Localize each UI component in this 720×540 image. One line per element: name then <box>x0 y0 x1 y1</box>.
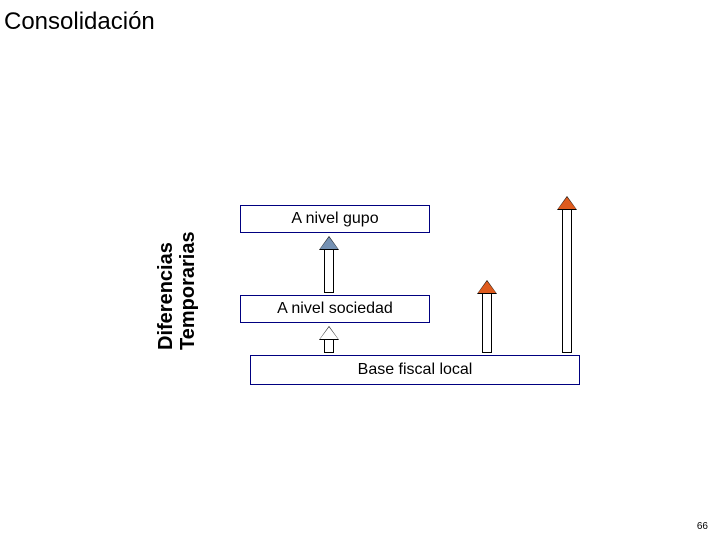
box-society-level: A nivel sociedad <box>240 295 430 323</box>
up-arrow-1 <box>320 327 338 353</box>
box-society-label: A nivel sociedad <box>277 300 393 318</box>
arrow-head-icon <box>320 237 338 249</box>
up-arrow-0 <box>320 237 338 293</box>
arrow-head-icon <box>320 327 338 339</box>
arrow-shaft <box>562 209 572 353</box>
box-fiscal-base: Base fiscal local <box>250 355 580 385</box>
vertical-axis-label-line2: Temporarias <box>177 231 199 350</box>
box-group-level: A nivel gupo <box>240 205 430 233</box>
up-arrow-3 <box>558 197 576 353</box>
diagram-area: Diferencias Temporarias A nivel gupo A n… <box>140 205 600 385</box>
vertical-axis-label-line1: Diferencias <box>155 242 177 350</box>
arrow-head-icon <box>478 281 496 293</box>
arrow-shaft <box>482 293 492 353</box>
page-number: 66 <box>697 521 708 532</box>
box-group-label: A nivel gupo <box>291 210 378 228</box>
arrow-shaft <box>324 339 334 353</box>
box-base-label: Base fiscal local <box>358 361 473 379</box>
arrow-shaft <box>324 249 334 293</box>
slide-title: Consolidación <box>4 8 155 36</box>
arrow-head-icon <box>558 197 576 209</box>
up-arrow-2 <box>478 281 496 353</box>
